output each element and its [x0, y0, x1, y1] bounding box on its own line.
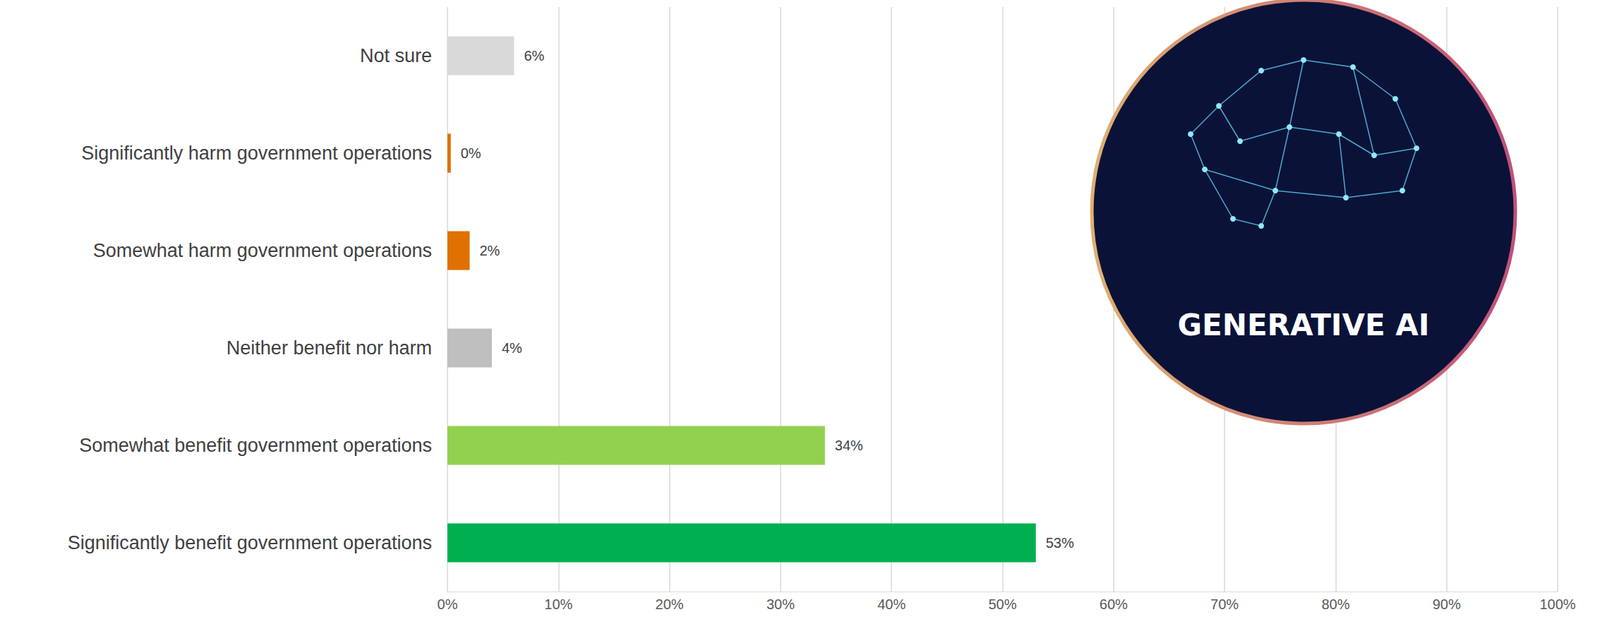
svg-text:30%: 30% [766, 596, 795, 612]
svg-text:90%: 90% [1432, 596, 1461, 612]
svg-text:40%: 40% [877, 596, 906, 612]
svg-text:100%: 100% [1539, 596, 1576, 612]
svg-text:6%: 6% [523, 47, 545, 64]
svg-text:10%: 10% [544, 596, 573, 612]
svg-text:34%: 34% [834, 437, 864, 454]
svg-text:2%: 2% [479, 242, 500, 259]
svg-text:Not sure: Not sure [359, 45, 432, 67]
svg-text:GENERATIVE AI: GENERATIVE AI [1177, 307, 1430, 343]
svg-text:20%: 20% [655, 596, 684, 612]
svg-text:0%: 0% [437, 596, 459, 612]
svg-text:0%: 0% [460, 145, 482, 161]
svg-text:70%: 70% [1210, 596, 1239, 612]
svg-text:Significantly benefit governme: Significantly benefit government operati… [67, 532, 432, 554]
svg-text:80%: 80% [1321, 596, 1350, 612]
svg-text:Somewhat harm government opera: Somewhat harm government operations [93, 239, 432, 262]
svg-text:60%: 60% [1099, 596, 1128, 612]
svg-text:Somewhat benefit government op: Somewhat benefit government operations [79, 434, 432, 456]
svg-text:Neither benefit nor harm: Neither benefit nor harm [226, 337, 432, 359]
svg-text:4%: 4% [501, 340, 523, 356]
svg-text:50%: 50% [988, 596, 1017, 612]
svg-text:Significantly harm government: Significantly harm government operations [81, 142, 432, 164]
svg-text:53%: 53% [1045, 534, 1075, 551]
